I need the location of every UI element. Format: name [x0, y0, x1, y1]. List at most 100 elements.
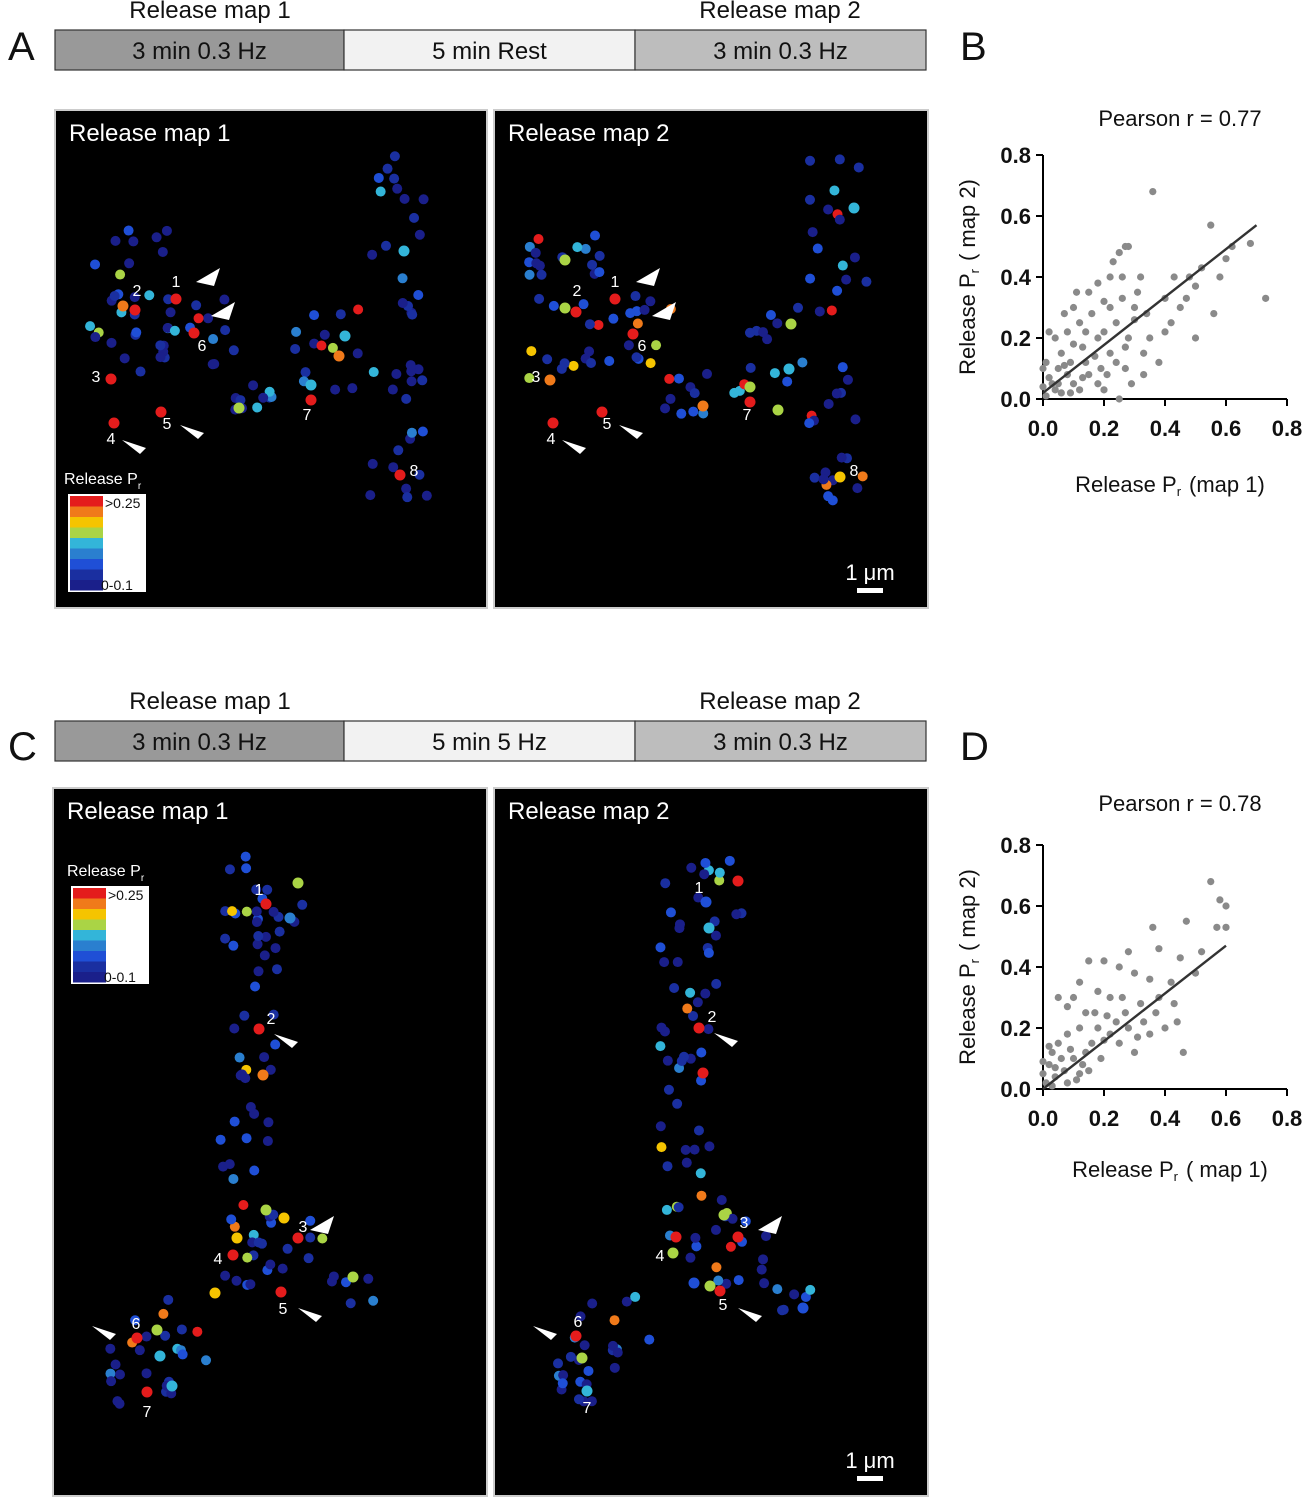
- data-point: [1115, 249, 1123, 257]
- data-point: [1045, 328, 1053, 336]
- map-title: Release map 2: [508, 120, 669, 147]
- data-point: [1091, 1009, 1099, 1017]
- release-site: [759, 1278, 770, 1289]
- release-site: [201, 1355, 212, 1366]
- release-site: [391, 369, 402, 380]
- y-tick-label: 0.4: [1000, 955, 1031, 980]
- highlight-site: [627, 328, 639, 340]
- data-point: [1082, 1009, 1090, 1017]
- release-site: [662, 1161, 673, 1172]
- release-site: [106, 1376, 117, 1387]
- data-point: [1130, 303, 1139, 312]
- timeline-segment-label: 5 min 5 Hz: [432, 729, 547, 756]
- highlight-site: [609, 293, 621, 305]
- release-site: [242, 1252, 253, 1263]
- y-axis-label-suffix: ( map 2): [955, 179, 980, 261]
- highlight-site: [848, 202, 860, 214]
- release-site: [579, 1340, 590, 1351]
- site-number-label: 3: [92, 369, 101, 386]
- data-point: [1173, 1018, 1181, 1026]
- site-number-label: 5: [603, 416, 612, 433]
- site-number-label: 2: [573, 283, 582, 300]
- highlight-site: [108, 417, 120, 429]
- data-point: [1170, 1000, 1178, 1008]
- release-site: [110, 235, 121, 246]
- data-point: [1094, 279, 1102, 287]
- scalebar-label: 1 μm: [845, 560, 894, 585]
- arrowhead-marker: [619, 425, 643, 439]
- y-axis-label-subscript: r: [967, 268, 982, 273]
- release-site: [534, 293, 545, 304]
- legend-swatch: [70, 506, 103, 517]
- site-number-label: 1: [611, 274, 620, 291]
- release-site: [392, 183, 403, 194]
- release-site: [812, 243, 823, 254]
- data-point: [1097, 1054, 1105, 1063]
- arrowhead-marker: [652, 302, 676, 320]
- release-site: [558, 1370, 569, 1381]
- release-site: [238, 1199, 249, 1210]
- release-site: [248, 380, 259, 391]
- scalebar: [857, 1476, 883, 1481]
- release-site: [680, 1144, 691, 1155]
- release-site: [731, 909, 742, 920]
- data-point: [1182, 917, 1190, 925]
- data-point: [1155, 358, 1163, 366]
- site-number-label: 4: [656, 1248, 665, 1265]
- data-point: [1121, 1009, 1129, 1017]
- release-site: [401, 393, 412, 404]
- x-tick-label: 0.2: [1089, 1106, 1120, 1131]
- release-site: [594, 267, 605, 278]
- release-site: [405, 360, 416, 371]
- release-site: [271, 964, 282, 975]
- release-site: [660, 403, 671, 414]
- release-site: [317, 1233, 328, 1244]
- highlight-site: [744, 396, 756, 408]
- data-point: [1076, 1024, 1084, 1032]
- highlight-site: [559, 302, 571, 314]
- panel-A-maps: Release map 1 1 2 3 4 5 6 7 8 Release Pr >0.25 0-0.…: [54, 109, 929, 609]
- y-axis-label-suffix: ( map 2): [955, 869, 980, 951]
- release-site: [524, 373, 535, 384]
- release-site: [220, 933, 231, 944]
- legend-swatch: [73, 909, 106, 920]
- release-site: [414, 469, 425, 480]
- panel-letter-B: B: [960, 25, 987, 69]
- data-point: [1076, 1070, 1084, 1078]
- release-site: [814, 306, 825, 317]
- release-site: [220, 325, 231, 336]
- release-site: [115, 269, 126, 280]
- legend-title-subscript: r: [138, 481, 142, 492]
- release-site: [733, 1275, 744, 1286]
- data-point: [1039, 383, 1047, 391]
- release-site: [417, 375, 428, 386]
- site-number-label: 6: [638, 338, 647, 355]
- data-point: [1118, 993, 1126, 1002]
- site-number-label: 5: [279, 1301, 288, 1318]
- release-site: [114, 1369, 125, 1380]
- highlight-site: [670, 1231, 682, 1243]
- regression-line: [1042, 944, 1227, 1090]
- data-point: [1039, 1057, 1047, 1066]
- release-site: [228, 940, 239, 951]
- data-point: [1069, 993, 1078, 1002]
- data-point: [1079, 343, 1087, 351]
- site-number-label: 2: [267, 1011, 276, 1028]
- data-point: [1106, 349, 1114, 357]
- y-tick-label: 0.6: [1000, 204, 1031, 229]
- highlight-site: [732, 875, 744, 887]
- release-site: [524, 269, 535, 280]
- site-number-label: 3: [740, 1215, 749, 1232]
- release-site: [587, 259, 598, 270]
- data-point: [1076, 386, 1084, 394]
- data-point: [1057, 389, 1065, 397]
- highlight-site: [257, 1069, 269, 1081]
- highlight-site: [188, 327, 200, 339]
- release-site: [688, 1010, 699, 1021]
- release-site: [852, 483, 863, 494]
- release-site: [381, 240, 392, 251]
- release-site: [682, 1003, 693, 1014]
- release-site: [163, 294, 174, 305]
- x-tick-label: 0.4: [1150, 416, 1181, 441]
